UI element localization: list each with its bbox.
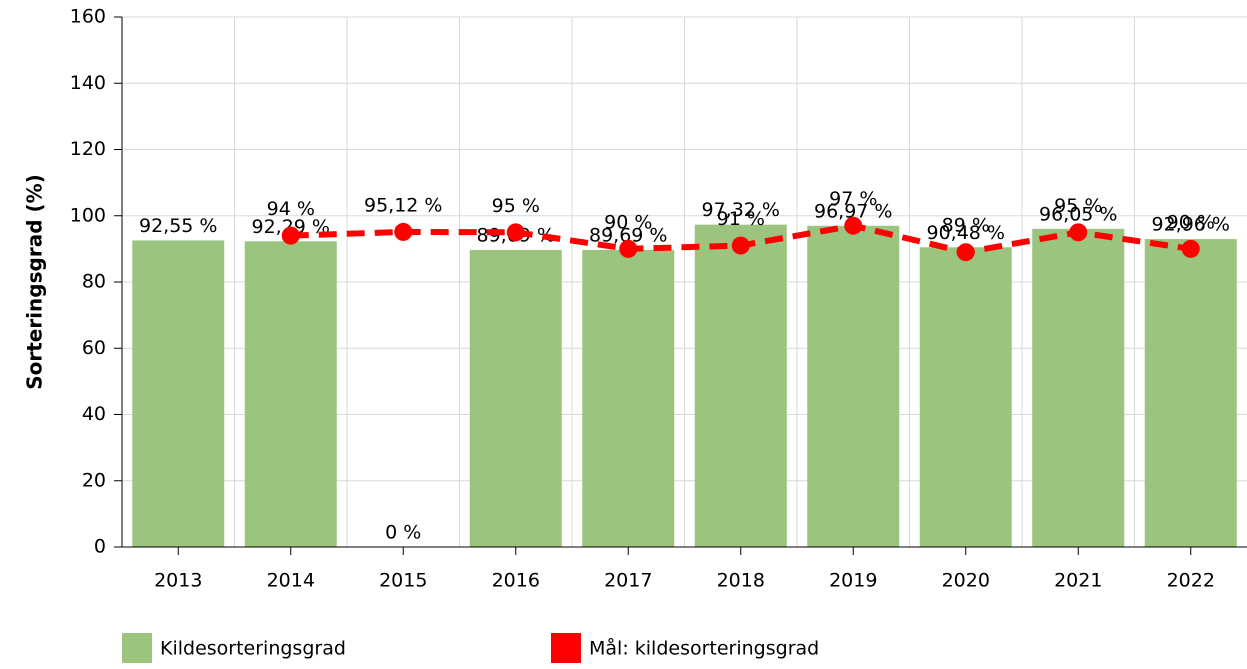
legend-swatch [551, 633, 581, 663]
y-axis-label: Sorteringsgrad (%) [23, 174, 47, 390]
point [956, 243, 975, 262]
value-label: 90 % [604, 211, 652, 233]
bar [469, 249, 562, 548]
x-tick-label: 2017 [604, 570, 652, 592]
y-tick-label: 60 [82, 337, 106, 359]
y-tick-label: 80 [82, 271, 106, 293]
x-tick-label: 2015 [379, 570, 427, 592]
x-tick-label: 2020 [942, 570, 990, 592]
x-tick-label: 2013 [154, 570, 202, 592]
x-tick-label: 2022 [1167, 570, 1215, 592]
point [394, 222, 413, 241]
bar [132, 240, 225, 547]
point [844, 216, 863, 235]
value-label: 92,96 % [1152, 214, 1231, 236]
value-label: 97,32 % [702, 199, 781, 221]
y-tick-label: 0 [94, 536, 106, 558]
bar [244, 241, 337, 547]
point [506, 223, 525, 242]
legend-label: Kildesorteringsgrad [160, 638, 346, 660]
value-label: 90,48 % [927, 222, 1006, 244]
bar [582, 249, 675, 548]
point [281, 226, 300, 245]
value-label: 95,12 % [364, 194, 443, 216]
value-label: 95 % [492, 195, 540, 217]
value-label: 94 % [267, 198, 315, 220]
y-tick-label: 140 [70, 72, 106, 94]
bar [694, 224, 787, 547]
bar [807, 225, 900, 548]
x-tick-label: 2019 [829, 570, 877, 592]
value-label: 97 % [829, 188, 877, 210]
bar [1032, 228, 1125, 547]
value-label: 96,97 % [814, 200, 893, 222]
value-label: 90 % [1167, 211, 1215, 233]
x-tick-label: 2014 [267, 570, 315, 592]
y-tick-label: 100 [70, 204, 106, 226]
y-tick-label: 20 [82, 469, 106, 491]
value-label: 92,55 % [139, 215, 218, 237]
bar [919, 247, 1012, 547]
point [731, 236, 750, 255]
value-label: 89,69 % [589, 224, 668, 246]
y-tick-label: 160 [70, 6, 106, 28]
y-tick-label: 40 [82, 403, 106, 425]
x-tick-label: 2021 [1054, 570, 1102, 592]
legend-swatch [122, 633, 152, 663]
value-label: 95 % [1054, 195, 1102, 217]
value-label: 96,05 % [1039, 203, 1118, 225]
value-label: 89 % [942, 215, 990, 237]
point [619, 239, 638, 258]
x-tick-label: 2018 [717, 570, 765, 592]
point [1181, 239, 1200, 258]
value-label: 91 % [717, 208, 765, 230]
value-label: 0 % [385, 522, 421, 544]
legend-label: Mål: kildesorteringsgrad [589, 637, 819, 660]
bar [1144, 239, 1237, 547]
x-tick-label: 2016 [492, 570, 540, 592]
y-tick-label: 120 [70, 138, 106, 160]
point [1069, 223, 1088, 242]
